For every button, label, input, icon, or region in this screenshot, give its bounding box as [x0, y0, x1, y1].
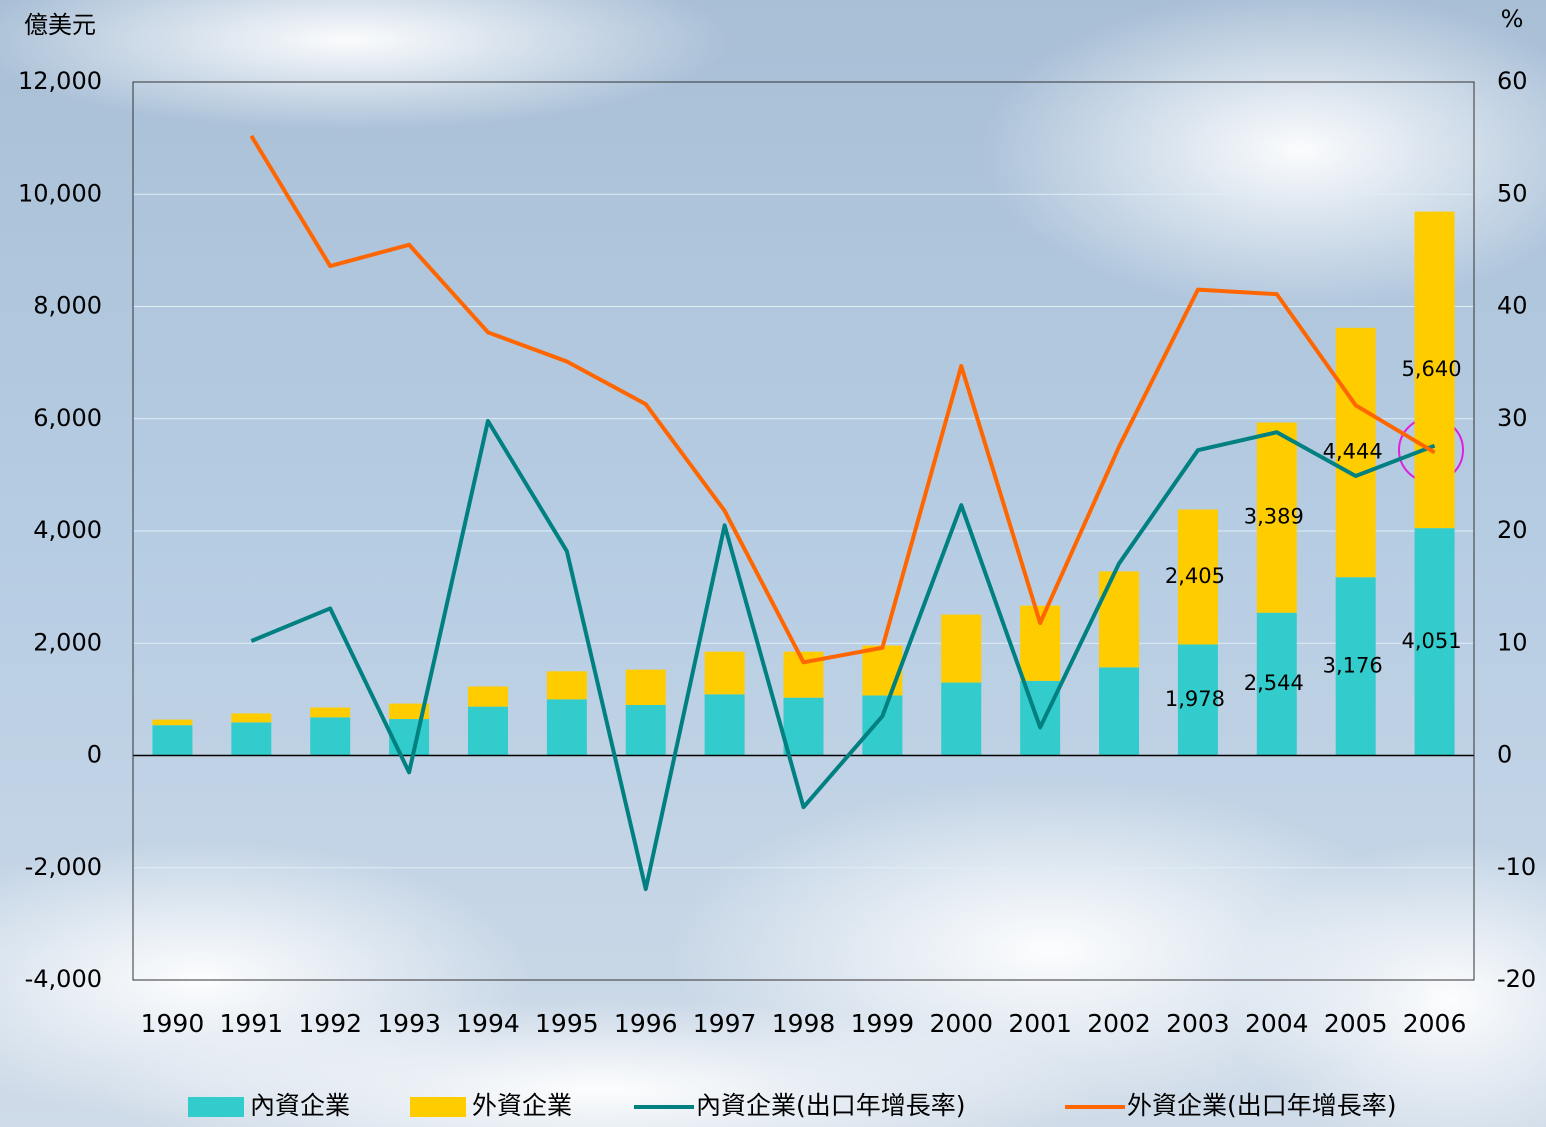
bar [1177, 644, 1218, 756]
x-tick-label: 2003 [1166, 1009, 1230, 1038]
bar [1099, 667, 1140, 756]
bar [1177, 509, 1218, 645]
bar [152, 725, 193, 756]
y-tick-label: -4,000 [25, 965, 102, 993]
y2-tick-label: 40 [1497, 292, 1528, 320]
line [250, 418, 1436, 892]
x-tick-label: 1991 [220, 1009, 284, 1038]
legend-swatch [188, 1097, 244, 1117]
x-tick-label: 2002 [1087, 1009, 1151, 1038]
y2-tick-label: 20 [1497, 516, 1528, 544]
data-label: 2,544 [1244, 671, 1304, 695]
legend-swatch [410, 1097, 466, 1117]
x-tick-label: 1992 [298, 1009, 362, 1038]
x-tick-label: 1995 [535, 1009, 599, 1038]
y-axis-title: 億美元 [24, 11, 96, 39]
x-tick-label: 1990 [141, 1009, 205, 1038]
bar [1414, 528, 1455, 756]
bar [941, 682, 982, 756]
y2-tick-label: 30 [1497, 404, 1528, 432]
bar [941, 614, 982, 683]
x-tick-label: 2001 [1008, 1009, 1072, 1038]
y-tick-label: 2,000 [33, 628, 102, 656]
bar [310, 717, 351, 756]
data-label: 5,640 [1401, 357, 1461, 381]
legend-label: 外資企業 [472, 1091, 572, 1120]
y2-tick-label: 10 [1497, 628, 1528, 656]
x-tick-label: 1994 [456, 1009, 520, 1038]
x-tick-label: 1996 [614, 1009, 678, 1038]
bar [389, 719, 430, 756]
bar [546, 699, 587, 756]
data-label: 4,051 [1401, 629, 1461, 653]
bar [1335, 577, 1376, 756]
legend-label: 外資企業(出口年增長率) [1127, 1091, 1397, 1120]
x-tick-label: 2006 [1403, 1009, 1467, 1038]
bar [467, 706, 508, 756]
bar [625, 704, 666, 756]
bar [1099, 571, 1140, 668]
bar [1256, 612, 1297, 756]
bar [152, 719, 193, 726]
x-tick-label: 1997 [693, 1009, 757, 1038]
plot-border [132, 81, 1475, 981]
bar [231, 713, 272, 723]
bar [704, 651, 745, 695]
legend-label: 內資企業 [250, 1091, 350, 1120]
y2-tick-label: 50 [1497, 179, 1528, 207]
data-label: 1,978 [1165, 687, 1225, 711]
y-tick-label: 4,000 [33, 516, 102, 544]
bar [389, 703, 430, 720]
y-tick-label: 12,000 [18, 67, 102, 95]
bar [783, 697, 824, 756]
bar [231, 722, 272, 756]
bar [704, 694, 745, 756]
y2-tick-label: 60 [1497, 67, 1528, 95]
x-tick-label: 1999 [851, 1009, 915, 1038]
x-tick-label: 1998 [772, 1009, 836, 1038]
bar [546, 671, 587, 700]
x-tick-label: 1993 [377, 1009, 441, 1038]
legend-label: 內資企業(出口年增長率) [696, 1091, 966, 1120]
x-tick-label: 2000 [929, 1009, 993, 1038]
y2-tick-label: -20 [1497, 965, 1536, 993]
bar [1414, 211, 1455, 529]
bar [625, 669, 666, 705]
y-tick-label: 0 [87, 741, 102, 769]
y2-tick-label: 0 [1497, 741, 1512, 769]
bar [467, 686, 508, 707]
bar [310, 707, 351, 718]
y2-axis-title: % [1501, 5, 1524, 33]
y2-tick-label: -10 [1497, 853, 1536, 881]
bar [862, 695, 903, 756]
x-tick-label: 2004 [1245, 1009, 1309, 1038]
y-tick-label: 6,000 [33, 404, 102, 432]
y-tick-label: 8,000 [33, 292, 102, 320]
data-label: 3,389 [1244, 505, 1304, 529]
x-tick-label: 2005 [1324, 1009, 1388, 1038]
line [249, 134, 1436, 665]
y-tick-label: 10,000 [18, 179, 102, 207]
bar [1256, 422, 1297, 613]
y-tick-label: -2,000 [25, 853, 102, 881]
bar [1335, 327, 1376, 578]
data-label: 4,444 [1323, 440, 1383, 464]
bar [862, 645, 903, 696]
data-label: 3,176 [1323, 653, 1383, 677]
data-label: 2,405 [1165, 564, 1225, 588]
